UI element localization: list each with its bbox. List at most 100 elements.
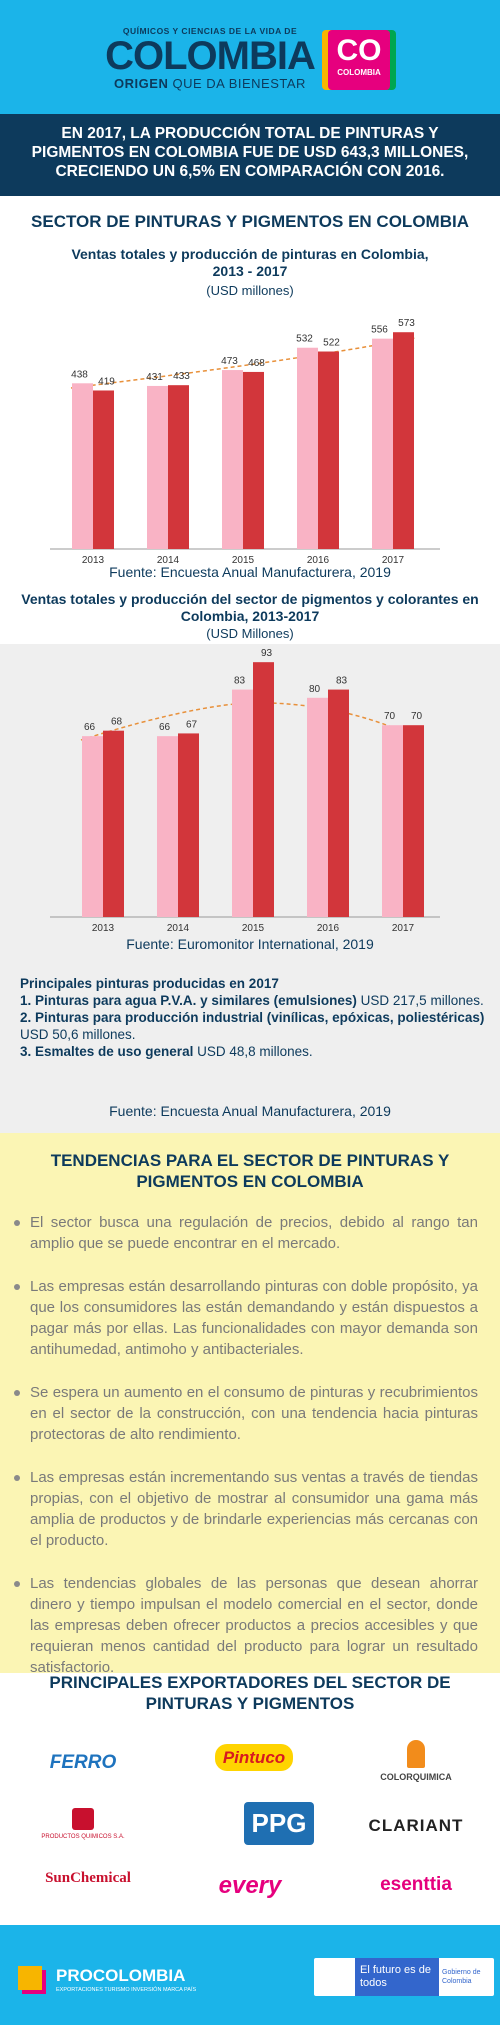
data-label: 522: [323, 338, 340, 349]
chart-subtitle: (USD millones): [206, 283, 294, 298]
trends-list: El sector busca una regulación de precio…: [0, 1212, 500, 1678]
bar: [328, 689, 349, 917]
logo-esenttia: esenttia: [380, 1874, 452, 1895]
x-tick-label: 2016: [307, 555, 330, 566]
data-label: 433: [173, 371, 190, 382]
logo-ferro: FERRO: [49, 1752, 117, 1773]
data-label: 66: [159, 722, 171, 733]
bar: [318, 351, 339, 549]
gov-name: Gobierno de Colombia: [442, 1969, 481, 1985]
data-label: 83: [336, 676, 348, 687]
bar: [72, 383, 93, 549]
product-value: USD 48,8 millones.: [193, 1044, 313, 1059]
x-tick-label: 2013: [82, 555, 105, 566]
slogan: ORIGEN QUE DA BIENESTAR: [100, 76, 320, 91]
trend-item: El sector busca una regulación de precio…: [14, 1214, 478, 1252]
logo-clariant: CLARIANT: [368, 1816, 464, 1835]
logo-icon: [407, 1740, 425, 1768]
x-tick-label: 2015: [232, 555, 255, 566]
header: [0, 0, 500, 114]
data-label: 473: [221, 356, 238, 367]
chart-subtitle: (USD Millones): [206, 626, 294, 641]
chart-title: Ventas totales y producción del sector d…: [21, 591, 479, 624]
trends-panel: [0, 1133, 500, 1673]
data-label: 68: [111, 717, 123, 728]
data-label: 419: [98, 376, 115, 387]
exporters-title: PRINCIPALES EXPORTADORES DEL SECTOR DE P…: [49, 1673, 451, 1713]
logo-pintuco: Pintuco: [179, 1744, 329, 1771]
bar: [243, 371, 264, 549]
data-label: 80: [309, 684, 321, 695]
trend-item: Las empresas están incrementando sus ven…: [14, 1469, 478, 1549]
trend-item: Las tendencias globales de las personas …: [14, 1575, 478, 1676]
footer-brand: PROCOLOMBIA: [56, 1966, 186, 1985]
data-label: 70: [384, 711, 396, 722]
badge: CO COLOMBIA: [328, 30, 390, 90]
bar: [82, 736, 103, 917]
logo-ppg: PPG: [244, 1802, 314, 1845]
x-tick-label: 2015: [242, 923, 265, 934]
section-title: SECTOR DE PINTURAS Y PIGMENTOS EN COLOMB…: [31, 212, 469, 231]
x-tick-label: 2013: [92, 923, 115, 934]
trend-line: [70, 337, 416, 389]
bar: [157, 736, 178, 917]
logo-every: every: [218, 1872, 282, 1899]
bar: [297, 347, 318, 549]
data-label: 66: [84, 722, 96, 733]
badge-co: CO: [336, 34, 382, 67]
data-label: 431: [146, 372, 163, 383]
data-label: 468: [248, 358, 265, 369]
bar: [178, 733, 199, 917]
x-tick-label: 2014: [157, 555, 180, 566]
logo-colorquimica: COLORQUIMICA: [380, 1772, 452, 1782]
gov-box-blue: [355, 1958, 439, 1996]
footer-icon: [18, 1966, 42, 1990]
bar: [232, 689, 253, 917]
logo-sunchemical: SunChemical: [45, 1870, 131, 1886]
trends-list-wrap: El sector busca una regulación de precio…: [0, 1212, 500, 1700]
slogan-rest: QUE DA BIENESTAR: [172, 76, 306, 91]
logo-icon: [72, 1808, 94, 1830]
product-value: USD 50,6 millones.: [20, 1027, 136, 1042]
x-tick-label: 2016: [317, 923, 340, 934]
brand: COLOMBIA: [105, 34, 316, 78]
x-tick-label: 2014: [167, 923, 190, 934]
bar: [253, 662, 274, 917]
product-label: 2. Pinturas para producción industrial (…: [20, 1010, 485, 1025]
product-label: 1. Pinturas para agua P.V.A. y similares…: [20, 993, 357, 1008]
bar: [147, 385, 168, 549]
product-value: USD 217,5 millones.: [356, 993, 484, 1008]
badge-text: COLOMBIA: [337, 68, 381, 77]
data-label: 556: [371, 325, 388, 336]
data-label: 70: [411, 711, 423, 722]
logo-pqsa: PRODUCTOS QUIMICOS S.A.: [41, 1834, 125, 1840]
slogan-bold: ORIGEN: [114, 76, 169, 91]
chart-title: Ventas totales y producción de pinturas …: [71, 246, 429, 279]
bar: [103, 730, 124, 917]
bar: [93, 390, 114, 549]
trends-title: TENDENCIAS PARA EL SECTOR DE PINTURAS Y …: [50, 1151, 450, 1191]
logo-pintuco-text: Pintuco: [214, 1744, 294, 1771]
bar: [307, 697, 328, 917]
trend-line: [80, 701, 418, 741]
footer-tagline: EXPORTACIONES TURISMO INVERSIÓN MARCA PA…: [56, 1987, 197, 1993]
bar: [372, 338, 393, 549]
bar: [168, 385, 189, 549]
tagline: QUÍMICOS Y CIENCIAS DE LA VIDA DE: [122, 26, 298, 36]
data-label: 83: [234, 676, 246, 687]
bar: [403, 725, 424, 917]
x-tick-label: 2017: [382, 555, 405, 566]
chart-source: Fuente: Encuesta Anual Manufacturera, 20…: [109, 564, 391, 580]
data-label: 573: [398, 318, 415, 329]
banner-text: EN 2017, LA PRODUCCIÓN TOTAL DE PINTURAS…: [31, 125, 469, 180]
trend-item: Las empresas están desarrollando pintura…: [14, 1278, 478, 1358]
data-label: 438: [71, 369, 88, 380]
products-source: Fuente: Encuesta Anual Manufacturera, 20…: [109, 1103, 391, 1119]
data-label: 67: [186, 719, 198, 730]
gov-slogan: El futuro es de todos: [360, 1964, 431, 1989]
data-label: 93: [261, 648, 273, 659]
products-title: Principales pinturas producidas en 2017: [20, 976, 279, 991]
trend-item: Se espera un aumento en el consumo de pi…: [14, 1384, 478, 1443]
